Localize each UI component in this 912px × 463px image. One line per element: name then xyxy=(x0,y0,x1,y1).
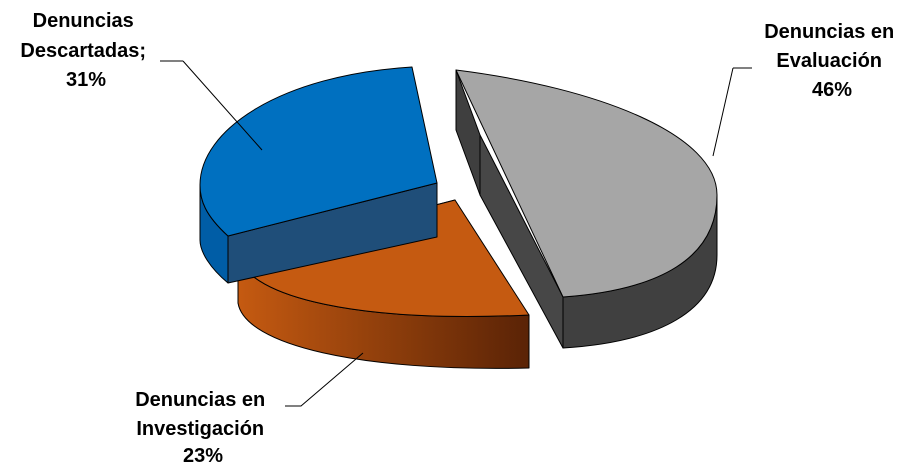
slice-evaluacion xyxy=(455,69,718,349)
label-evaluacion-line1: Denuncias en xyxy=(764,21,894,43)
label-investigacion: Denuncias en Investigación 23% xyxy=(135,389,271,463)
label-evaluacion-line3: 46% xyxy=(812,79,852,101)
leader-evaluacion xyxy=(712,67,752,157)
label-evaluacion-line2: Evaluación xyxy=(776,50,882,72)
label-investigacion-line3: 23% xyxy=(183,445,223,463)
label-descartadas: Denuncias Descartadas; 31% xyxy=(20,10,151,91)
label-investigacion-line2: Investigación xyxy=(136,418,264,440)
label-descartadas-line2: Descartadas; xyxy=(20,40,146,62)
slice-descartadas-top xyxy=(199,66,438,237)
label-descartadas-line3: 31% xyxy=(66,69,106,91)
label-evaluacion: Denuncias en Evaluación 46% xyxy=(764,21,900,101)
slice-descartadas xyxy=(199,66,438,284)
label-investigacion-line1: Denuncias en xyxy=(135,389,265,411)
slice-evaluacion-top xyxy=(455,69,718,298)
leader-investigacion xyxy=(285,352,364,407)
label-descartadas-line1: Denuncias xyxy=(33,10,134,32)
leader-descartadas xyxy=(160,60,263,151)
